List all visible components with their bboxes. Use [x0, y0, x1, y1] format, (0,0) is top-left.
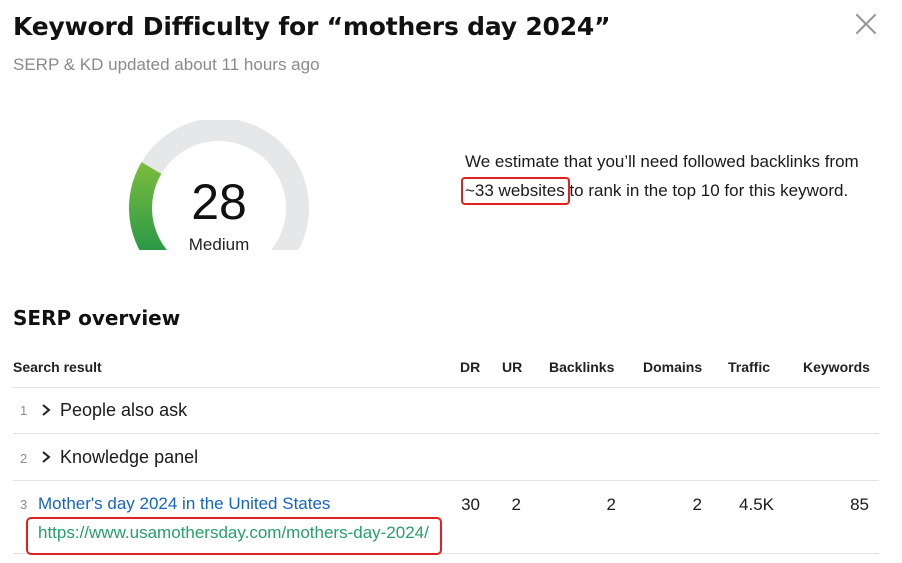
result-url-link[interactable]: https://www.usamothersday.com/mothers-da… [38, 523, 429, 542]
updated-status: SERP & KD updated about 11 hours ago [13, 55, 320, 74]
cell-traffic: 4.5K [739, 495, 774, 514]
table-row[interactable]: 1 People also ask [13, 388, 879, 434]
chevron-right-icon[interactable] [40, 450, 52, 464]
table-row[interactable]: 3 Mother's day 2024 in the United States… [13, 481, 879, 555]
col-backlinks[interactable]: Backlinks [549, 359, 615, 375]
backlink-estimate: We estimate that you’ll need followed ba… [461, 147, 885, 205]
row-label: Knowledge panel [60, 447, 199, 467]
serp-table-header: Search result DR UR Backlinks Domains Tr… [13, 359, 879, 388]
difficulty-label: Medium [188, 235, 250, 254]
close-icon [855, 13, 877, 35]
row-label: People also ask [60, 400, 188, 420]
websites-highlight: ~33 websites [461, 177, 570, 205]
cell-dr: 30 [461, 495, 480, 514]
col-dr[interactable]: DR [460, 359, 481, 375]
dialog-title: Keyword Difficulty for “mothers day 2024… [13, 12, 611, 41]
cell-backlinks: 2 [606, 495, 616, 514]
col-search-result[interactable]: Search result [13, 359, 102, 375]
row-index: 3 [20, 497, 28, 512]
cell-ur: 2 [511, 495, 521, 514]
chevron-right-icon[interactable] [40, 403, 52, 417]
gauge-track [129, 120, 310, 250]
row-index: 2 [20, 451, 28, 466]
close-button[interactable] [852, 10, 880, 38]
col-domains[interactable]: Domains [643, 359, 703, 375]
serp-overview-title: SERP overview [13, 306, 181, 330]
table-row[interactable]: 2 Knowledge panel [13, 434, 879, 481]
difficulty-score: 28 [191, 174, 247, 230]
cell-domains: 2 [692, 495, 702, 514]
row-index: 1 [20, 403, 28, 418]
col-traffic[interactable]: Traffic [728, 359, 771, 375]
col-ur[interactable]: UR [502, 359, 523, 375]
col-keywords[interactable]: Keywords [803, 359, 870, 375]
gauge-fill [129, 162, 167, 250]
result-title-link[interactable]: Mother's day 2024 in the United States [38, 494, 331, 513]
cell-keywords: 85 [850, 495, 869, 514]
difficulty-gauge: 28 Medium [128, 120, 310, 254]
